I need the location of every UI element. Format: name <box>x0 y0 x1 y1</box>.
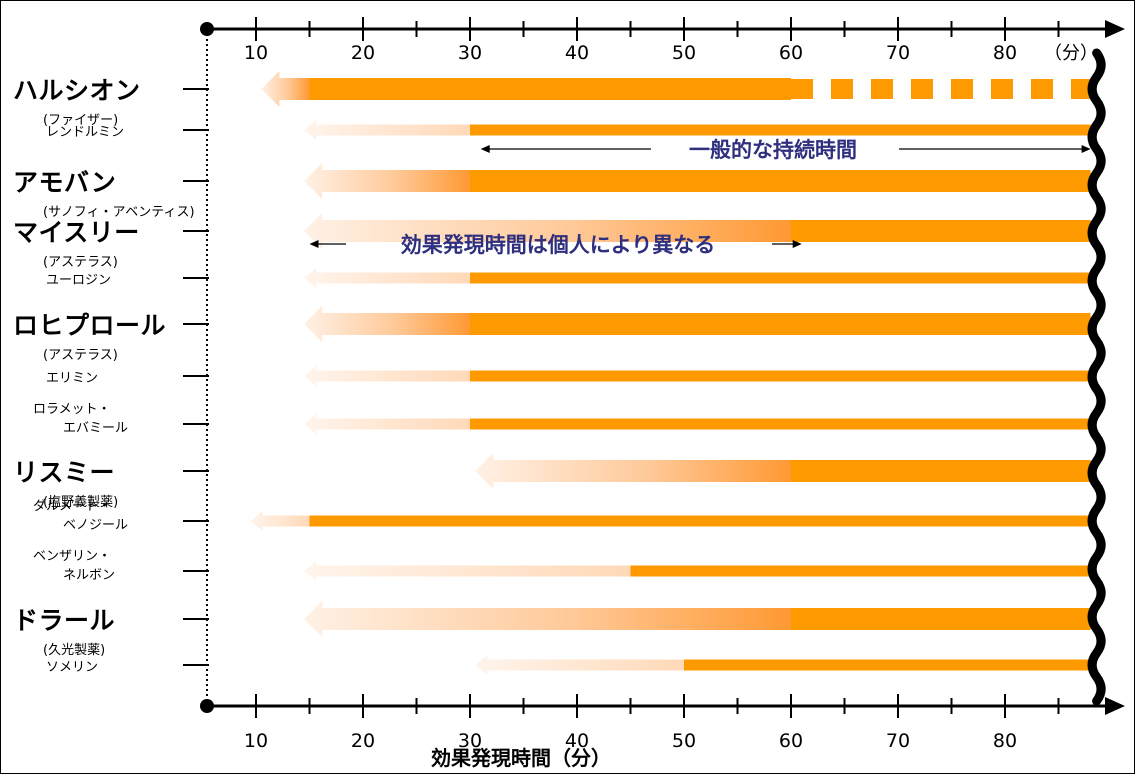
duration-bar <box>470 170 1091 192</box>
onset-arrow <box>304 268 470 288</box>
bottom-axis-tick-label: 10 <box>244 730 268 752</box>
drug-name: ユーロジン <box>46 273 112 288</box>
top-axis-arrowhead <box>1105 20 1125 38</box>
top-axis-tick-label: 40 <box>565 42 589 64</box>
bottom-axis-tick-label: 30 <box>458 730 482 752</box>
x-axis-title: 効果発現時間（分） <box>431 746 611 770</box>
onset-arrow-right-head <box>792 240 802 248</box>
onset-arrow <box>250 511 310 531</box>
duration-bar <box>791 220 1091 242</box>
drug-label: ハルシオン (ファイザー) <box>13 71 141 128</box>
drug-maker: (久光製薬) <box>43 643 106 658</box>
drug-name: ベンザリン・ <box>33 549 112 564</box>
drug-maker: (塩野義製薬) <box>43 495 119 510</box>
drug-label: ロラメット・エバミール <box>33 398 128 436</box>
top-axis-origin-dot <box>200 22 214 36</box>
top-axis-unit-label: （分） <box>1044 43 1098 64</box>
drug-name: ソメリン <box>46 660 99 675</box>
drug-name: ロラメット・ <box>33 402 111 417</box>
drug-maker: エバミール <box>63 421 129 436</box>
onset-arrow <box>475 655 684 675</box>
duration-arrow-left-head <box>480 145 490 153</box>
duration-bar <box>791 460 1091 482</box>
duration-bar <box>309 78 791 100</box>
bottom-axis-tick-label: 40 <box>565 730 589 752</box>
drug-name: リスミー <box>13 458 116 487</box>
duration-bar <box>470 124 1091 136</box>
break-wave-line <box>1087 48 1106 706</box>
onset-arrow <box>304 414 470 434</box>
drug-label: レンドルミン <box>46 121 124 140</box>
bottom-axis-arrowhead <box>1105 697 1125 715</box>
top-axis-tick-label: 70 <box>886 42 910 64</box>
onset-arrow <box>304 163 470 199</box>
drug-label: ロヒプロール (アステラス) <box>13 306 166 363</box>
drug-name: ダルメート・ <box>33 499 112 514</box>
drug-name: ハルシオン <box>13 76 141 105</box>
duration-bar <box>630 565 1091 577</box>
drug-label: アモバン (サノフィ・アベンティス) <box>13 163 195 220</box>
drug-name: ドラール <box>13 606 116 635</box>
drug-maker: ベノジール <box>63 518 129 533</box>
drug-maker: ネルボン <box>63 568 116 583</box>
bottom-axis-tick-label: 50 <box>672 730 696 752</box>
drug-label: エリミン <box>46 367 98 386</box>
onset-annotation: 効果発現時間は個人により異なる <box>401 233 716 257</box>
bottom-axis-tick-label: 20 <box>351 730 375 752</box>
bottom-axis-tick-label: 80 <box>993 730 1017 752</box>
onset-arrow-left-head <box>309 240 319 248</box>
duration-bar <box>684 659 1091 671</box>
drug-maker: (サノフィ・アベンティス) <box>43 205 195 220</box>
bottom-axis-tick-label: 70 <box>886 730 910 752</box>
top-axis-tick-label: 50 <box>672 42 696 64</box>
duration-bar <box>791 608 1091 630</box>
onset-arrow <box>304 306 470 342</box>
drug-name: レンドルミン <box>46 125 125 140</box>
bottom-axis-origin-dot <box>200 699 214 713</box>
bottom-axis-tick-label: 60 <box>779 730 803 752</box>
drug-name: アモバン <box>13 168 117 197</box>
drug-name: マイスリー <box>13 218 140 247</box>
drug-label: マイスリー (アステラス) <box>13 213 140 270</box>
top-axis-tick-label: 60 <box>779 42 803 64</box>
drug-label: ドラール (久光製薬) <box>13 601 115 658</box>
onset-arrow <box>475 453 791 489</box>
onset-arrow <box>304 601 791 637</box>
duration-bar <box>470 418 1091 430</box>
onset-arrow <box>304 213 791 249</box>
onset-arrow <box>261 71 310 107</box>
drug-label: ソメリン <box>46 656 98 675</box>
drug-maker: (アステラス) <box>43 348 118 363</box>
drug-label: ユーロジン <box>46 269 111 288</box>
drug-label: リスミー (塩野義製薬) <box>13 453 118 510</box>
drug-label: ベンザリン・ネルボン <box>33 545 115 583</box>
drug-name: エリミン <box>46 371 99 386</box>
top-axis-tick-label: 30 <box>458 42 482 64</box>
onset-arrow <box>304 366 470 386</box>
duration-arrow-right-head <box>1081 145 1091 153</box>
drug-label: ダルメート・ベノジール <box>33 495 128 533</box>
drug-maker: (アステラス) <box>43 255 118 270</box>
duration-bar <box>470 370 1091 382</box>
top-axis-tick-label: 20 <box>351 42 375 64</box>
top-axis-tick-label: 80 <box>993 42 1017 64</box>
duration-bar <box>470 313 1091 335</box>
duration-bar <box>309 515 1091 527</box>
duration-annotation: 一般的な持続時間 <box>689 138 857 162</box>
drug-maker: (ファイザー) <box>43 113 119 128</box>
top-axis-tick-label: 10 <box>244 42 268 64</box>
duration-bar <box>470 272 1091 284</box>
onset-arrow <box>304 561 631 581</box>
onset-arrow <box>304 120 470 140</box>
drug-name: ロヒプロール <box>13 311 167 340</box>
